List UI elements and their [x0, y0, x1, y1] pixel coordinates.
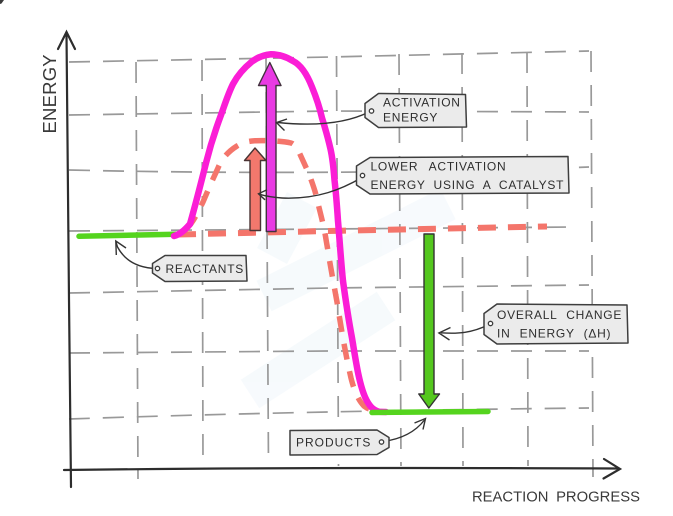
svg-text:IN ENERGY (ΔH): IN ENERGY (ΔH) — [497, 327, 611, 341]
svg-text:ENERGY: ENERGY — [383, 110, 438, 124]
svg-text:OVERALL CHANGE: OVERALL CHANGE — [497, 308, 622, 322]
svg-text:ENERGY: ENERGY — [39, 54, 60, 133]
svg-text:LOWER ACTIVATION: LOWER ACTIVATION — [371, 160, 507, 174]
svg-text:REACTION PROGRESS: REACTION PROGRESS — [472, 490, 640, 506]
svg-text:ENERGY USING A CATALYST: ENERGY USING A CATALYST — [371, 178, 565, 192]
svg-text:PRODUCTS: PRODUCTS — [296, 436, 371, 450]
svg-text:REACTANTS: REACTANTS — [166, 262, 245, 276]
svg-text:ACTIVATION: ACTIVATION — [383, 96, 461, 110]
